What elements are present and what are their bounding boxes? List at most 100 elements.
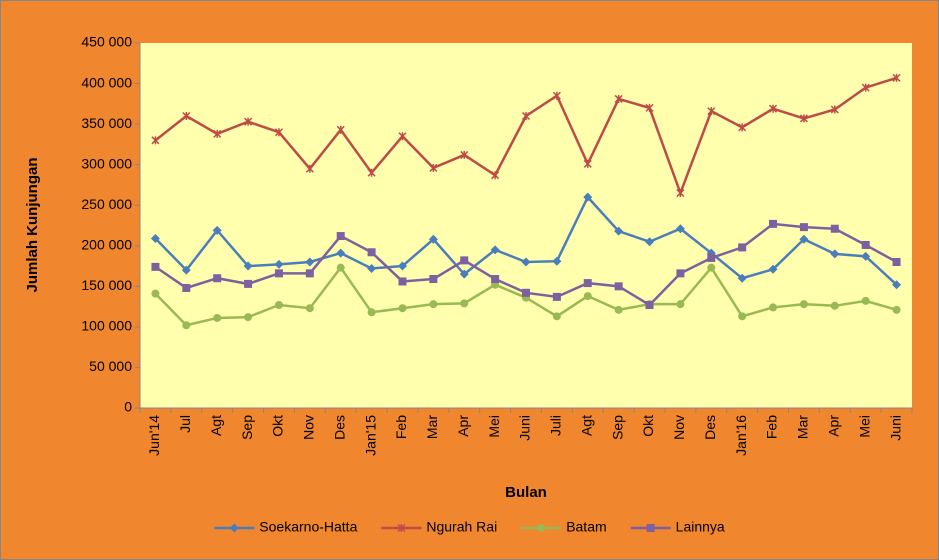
marker bbox=[460, 150, 469, 159]
marker bbox=[182, 283, 191, 292]
marker bbox=[892, 280, 902, 290]
marker bbox=[861, 83, 870, 92]
marker bbox=[398, 132, 407, 141]
y-tick-label: 50 000 bbox=[89, 358, 132, 374]
x-tick-label: Jul bbox=[177, 415, 193, 433]
marker bbox=[830, 224, 839, 233]
marker bbox=[583, 192, 593, 202]
marker bbox=[583, 279, 592, 288]
marker bbox=[428, 234, 438, 244]
marker bbox=[182, 321, 191, 330]
x-tick-label: Des bbox=[702, 415, 718, 440]
marker bbox=[213, 129, 222, 138]
marker bbox=[614, 282, 623, 291]
marker bbox=[336, 232, 345, 241]
marker bbox=[892, 305, 901, 314]
marker bbox=[150, 233, 160, 243]
marker bbox=[305, 269, 314, 278]
x-tick-label: Mei bbox=[856, 415, 872, 438]
marker bbox=[367, 168, 376, 177]
marker bbox=[707, 253, 716, 262]
y-tick-label: 150 000 bbox=[81, 277, 132, 293]
marker bbox=[768, 264, 778, 274]
marker bbox=[398, 304, 407, 313]
x-axis-label: Bulan bbox=[505, 484, 547, 501]
marker bbox=[521, 257, 531, 267]
x-tick-label: Jun'14 bbox=[146, 415, 162, 456]
marker bbox=[367, 308, 376, 317]
x-tick-label: Nov bbox=[301, 415, 317, 440]
marker bbox=[769, 104, 778, 113]
marker bbox=[707, 263, 716, 272]
marker bbox=[892, 73, 901, 82]
marker bbox=[244, 313, 253, 322]
marker bbox=[151, 262, 160, 271]
marker bbox=[676, 300, 685, 309]
marker bbox=[861, 240, 870, 249]
x-tick-label: Juni bbox=[887, 415, 903, 441]
legend: Soekarno-Hatta Ngurah Rai Batam Lainnya bbox=[214, 519, 725, 535]
marker bbox=[274, 300, 283, 309]
marker bbox=[707, 107, 716, 116]
marker bbox=[305, 164, 314, 173]
marker bbox=[460, 299, 469, 308]
marker bbox=[583, 292, 592, 301]
y-tick-label: 100 000 bbox=[81, 318, 132, 334]
marker bbox=[182, 111, 191, 121]
marker bbox=[676, 269, 685, 278]
x-tick-label: Apr bbox=[826, 415, 842, 437]
marker bbox=[583, 159, 592, 168]
marker bbox=[537, 524, 546, 532]
x-tick-label: Jan'15 bbox=[362, 415, 378, 456]
marker bbox=[274, 259, 284, 269]
marker bbox=[491, 171, 500, 180]
marker bbox=[799, 300, 808, 309]
x-tick-label: Okt bbox=[640, 415, 656, 437]
x-tick-label: Des bbox=[331, 415, 347, 440]
x-tick-label: Agt bbox=[578, 415, 594, 436]
marker bbox=[460, 256, 469, 265]
marker bbox=[397, 261, 407, 271]
marker bbox=[799, 114, 808, 123]
marker bbox=[522, 288, 530, 297]
x-tick-label: Sep bbox=[609, 415, 625, 440]
x-tick-label: Mar bbox=[424, 415, 440, 439]
x-tick-label: Juli bbox=[548, 415, 564, 436]
y-axis-label: Jumlah Kunjungan bbox=[24, 158, 41, 293]
marker bbox=[646, 524, 655, 532]
marker bbox=[213, 313, 222, 322]
y-tick-label: 450 000 bbox=[81, 34, 132, 50]
legend-label: Ngurah Rai bbox=[426, 519, 497, 535]
marker bbox=[151, 289, 160, 298]
marker bbox=[397, 523, 406, 533]
marker bbox=[861, 296, 870, 305]
marker bbox=[429, 275, 438, 284]
marker bbox=[244, 117, 253, 126]
y-tick-label: 200 000 bbox=[81, 236, 132, 252]
x-tick-label: Sep bbox=[239, 415, 255, 440]
marker bbox=[429, 300, 438, 309]
x-tick-label: Apr bbox=[455, 415, 471, 437]
marker bbox=[490, 245, 500, 255]
marker bbox=[244, 279, 253, 288]
marker bbox=[614, 94, 623, 103]
y-tick-label: 400 000 bbox=[81, 74, 132, 90]
marker bbox=[675, 224, 685, 234]
marker bbox=[830, 105, 839, 114]
marker bbox=[429, 163, 438, 172]
marker bbox=[151, 136, 160, 145]
legend-label: Batam bbox=[566, 519, 606, 535]
marker bbox=[212, 225, 222, 235]
x-tick-label: Juni bbox=[517, 415, 533, 441]
marker bbox=[521, 111, 531, 121]
legend-label: Lainnya bbox=[676, 519, 725, 535]
marker bbox=[274, 128, 283, 137]
marker bbox=[229, 523, 239, 533]
marker bbox=[614, 305, 623, 314]
marker bbox=[645, 300, 654, 309]
x-tick-label: Nov bbox=[671, 415, 687, 440]
marker bbox=[799, 234, 809, 244]
marker bbox=[181, 265, 191, 275]
y-tick-label: 250 000 bbox=[81, 196, 132, 212]
